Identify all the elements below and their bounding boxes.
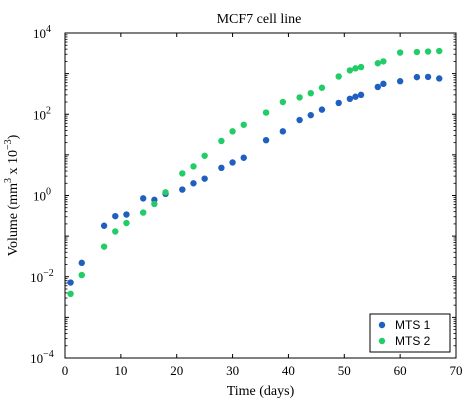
data-point bbox=[318, 106, 326, 113]
legend: MTS 1 MTS 2 bbox=[369, 313, 451, 353]
data-point bbox=[279, 128, 287, 135]
data-point bbox=[357, 63, 365, 71]
data-point bbox=[218, 164, 225, 172]
data-point bbox=[140, 209, 147, 216]
data-point bbox=[240, 121, 247, 128]
legend-marker bbox=[378, 337, 386, 345]
data-point bbox=[262, 136, 270, 144]
y-tick-label: 10−2 bbox=[30, 268, 54, 285]
data-point bbox=[307, 111, 314, 119]
data-point bbox=[190, 180, 197, 187]
chart-title: MCF7 cell line bbox=[217, 12, 302, 27]
data-point bbox=[179, 170, 186, 177]
data-point bbox=[436, 47, 443, 55]
series-1 bbox=[67, 73, 443, 286]
data-point bbox=[424, 73, 432, 81]
data-point bbox=[352, 93, 359, 100]
data-point bbox=[374, 83, 381, 91]
legend-item: MTS 2 bbox=[378, 334, 431, 348]
y-tick-label: 102 bbox=[33, 105, 51, 122]
data-point bbox=[78, 259, 85, 267]
x-axis-label: Time (days) bbox=[227, 384, 295, 399]
data-point bbox=[318, 84, 326, 91]
legend-label: MTS 2 bbox=[395, 334, 431, 348]
data-point bbox=[201, 152, 208, 159]
legend-marker bbox=[378, 321, 386, 329]
y-tick-label: 100 bbox=[33, 187, 51, 204]
data-point bbox=[413, 73, 421, 81]
data-point bbox=[380, 80, 387, 88]
data-point bbox=[346, 67, 354, 74]
x-axis: 0 10 20 30 40 50 60 70 bbox=[62, 33, 463, 378]
data-point bbox=[296, 94, 303, 101]
data-point bbox=[357, 91, 365, 99]
y-tick-label: 10−4 bbox=[30, 349, 54, 366]
data-series bbox=[67, 47, 443, 298]
data-point bbox=[67, 279, 74, 286]
data-point bbox=[424, 48, 432, 55]
data-point bbox=[296, 116, 303, 124]
data-point bbox=[100, 222, 108, 229]
data-point bbox=[436, 75, 443, 82]
data-point bbox=[218, 137, 225, 145]
data-point bbox=[335, 99, 342, 107]
data-point bbox=[179, 186, 186, 193]
data-point bbox=[112, 228, 119, 235]
data-point bbox=[346, 95, 354, 103]
data-point bbox=[396, 78, 404, 85]
data-point bbox=[112, 212, 119, 220]
legend-box bbox=[369, 313, 451, 353]
data-point bbox=[190, 163, 197, 170]
x-tick-label: 60 bbox=[394, 363, 407, 378]
data-point bbox=[279, 98, 287, 106]
data-point bbox=[413, 48, 421, 56]
x-tick-label: 10 bbox=[114, 363, 127, 378]
x-tick-label: 0 bbox=[62, 363, 69, 378]
x-tick-label: 20 bbox=[170, 363, 183, 378]
data-point bbox=[229, 128, 236, 135]
x-tick-label: 40 bbox=[282, 363, 295, 378]
y-tick-label: 104 bbox=[33, 24, 51, 41]
x-tick-label: 70 bbox=[450, 363, 463, 378]
series-2 bbox=[67, 47, 443, 298]
data-point bbox=[151, 200, 158, 208]
data-point bbox=[374, 60, 381, 67]
data-point bbox=[240, 154, 247, 161]
data-point bbox=[380, 58, 387, 65]
data-point bbox=[162, 189, 169, 196]
legend-label: MTS 1 bbox=[395, 318, 431, 332]
data-point bbox=[396, 49, 404, 56]
data-point bbox=[335, 73, 342, 80]
y-axis: 10−4 10−2 100 102 104 bbox=[30, 24, 456, 366]
data-point bbox=[100, 243, 108, 250]
data-point bbox=[78, 271, 85, 279]
data-point bbox=[262, 109, 270, 116]
data-point bbox=[229, 159, 236, 166]
data-point bbox=[307, 89, 314, 97]
data-point bbox=[201, 175, 208, 182]
y-axis-label: Volume (mm3 x 10−3) bbox=[3, 134, 21, 256]
data-point bbox=[352, 65, 359, 72]
data-point bbox=[67, 290, 74, 298]
data-point bbox=[123, 211, 130, 218]
data-point bbox=[140, 195, 147, 202]
legend-item: MTS 1 bbox=[378, 318, 431, 332]
data-point bbox=[123, 219, 130, 227]
x-tick-label: 50 bbox=[338, 363, 351, 378]
x-tick-label: 30 bbox=[226, 363, 239, 378]
